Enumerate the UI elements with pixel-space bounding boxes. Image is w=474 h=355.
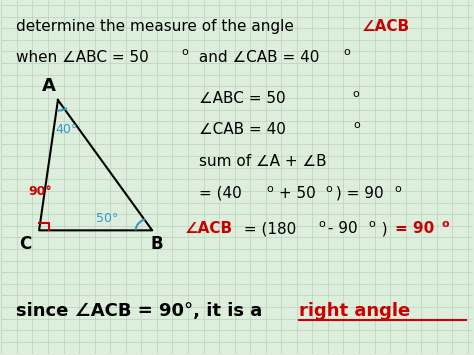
Text: 40°: 40°: [55, 124, 78, 136]
Text: when ∠ABC = 50: when ∠ABC = 50: [16, 50, 148, 65]
Text: o: o: [344, 48, 350, 58]
Text: ∠ABC = 50: ∠ABC = 50: [199, 91, 286, 106]
Text: + 50: + 50: [274, 186, 316, 201]
Text: o: o: [267, 184, 273, 194]
Text: sum of ∠A + ∠B: sum of ∠A + ∠B: [199, 154, 327, 169]
Text: ∠ACB: ∠ACB: [185, 221, 233, 236]
Text: o: o: [326, 184, 332, 194]
Text: 90°: 90°: [28, 185, 52, 198]
Text: o: o: [318, 219, 325, 229]
Text: A: A: [42, 77, 55, 95]
Text: right angle: right angle: [299, 302, 410, 320]
Text: since ∠ACB = 90°, it is a: since ∠ACB = 90°, it is a: [16, 302, 268, 320]
Text: ∠ACB: ∠ACB: [362, 18, 410, 33]
Text: ∠CAB = 40: ∠CAB = 40: [199, 122, 286, 137]
Text: = (40: = (40: [199, 186, 242, 201]
Text: o: o: [182, 48, 188, 58]
Text: o: o: [354, 120, 361, 130]
Text: determine the measure of the angle: determine the measure of the angle: [16, 18, 298, 33]
Text: and ∠CAB = 40: and ∠CAB = 40: [194, 50, 319, 65]
Text: C: C: [19, 235, 31, 253]
Text: o: o: [353, 89, 359, 99]
Text: = 90: = 90: [395, 221, 434, 236]
Text: B: B: [151, 235, 163, 253]
Text: o: o: [441, 219, 449, 229]
Text: = (180: = (180: [239, 221, 297, 236]
Text: ): ): [372, 221, 393, 236]
Text: o: o: [368, 219, 375, 229]
Text: ) = 90: ) = 90: [331, 186, 384, 201]
Text: o: o: [394, 184, 401, 194]
Text: 50°: 50°: [96, 212, 118, 224]
Text: - 90: - 90: [323, 221, 357, 236]
